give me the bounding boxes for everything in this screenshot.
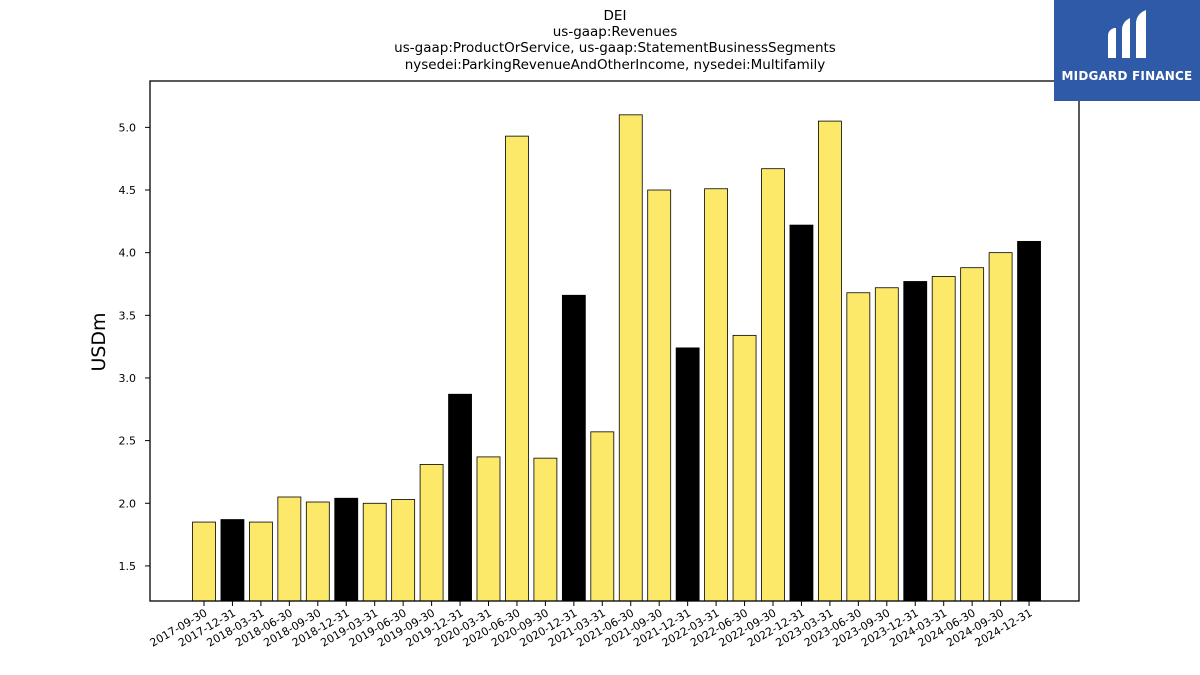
chart-title-line-3: us-gaap:ProductOrService, us-gaap:Statem… — [394, 40, 836, 56]
y-tick-label: 1.5 — [119, 560, 137, 573]
midgard-logo-icon — [1108, 10, 1146, 58]
bar-2020-12-31 — [561, 294, 586, 602]
bar-2024-09-30 — [988, 252, 1013, 602]
bar-2020-03-31 — [476, 456, 501, 602]
bar-2017-12-31 — [220, 519, 245, 602]
bar-2022-12-31 — [789, 224, 814, 602]
bar-2023-09-30 — [874, 287, 899, 602]
bars-group — [192, 114, 1041, 602]
bar-2024-06-30 — [960, 267, 985, 602]
y-axis-label: USDm — [88, 312, 110, 371]
midgard-finance-logo: MIDGARD FINANCE — [1054, 0, 1200, 101]
bar-2021-12-31 — [675, 347, 700, 602]
y-tick-label: 3.5 — [119, 309, 137, 322]
bar-2023-03-31 — [818, 120, 842, 602]
bar-2023-12-31 — [903, 281, 928, 602]
y-tick-label: 5.0 — [119, 121, 137, 134]
bar-2018-12-31 — [334, 497, 359, 602]
x-axis-ticks: 2017-09-302017-12-312018-03-312018-06-30… — [148, 601, 1035, 650]
y-tick-label: 2.5 — [119, 435, 137, 448]
y-tick-label: 2.0 — [119, 497, 137, 510]
bar-2018-03-31 — [248, 521, 273, 602]
y-tick-label: 4.0 — [119, 247, 137, 260]
bar-2019-12-31 — [448, 393, 472, 602]
bar-2019-03-31 — [362, 502, 387, 602]
bar-2020-09-30 — [533, 457, 558, 602]
plot-frame — [149, 80, 1080, 602]
bar-2024-12-31 — [1017, 240, 1041, 602]
bar-2017-09-30 — [192, 521, 216, 602]
bar-2021-06-30 — [618, 114, 643, 602]
bar-2022-03-31 — [704, 188, 728, 602]
bar-2019-06-30 — [391, 499, 416, 602]
bar-2018-06-30 — [277, 496, 302, 602]
bar-2018-09-30 — [305, 501, 330, 602]
bar-2021-09-30 — [647, 189, 672, 602]
chart-title-line-2: us-gaap:Revenues — [553, 24, 678, 40]
y-axis-ticks: 1.5 2.0 2.5 3.0 3.5 4.0 4.5 5.0 — [119, 121, 150, 573]
bar-2020-06-30 — [505, 135, 529, 602]
chart-title-line-4: nysedei:ParkingRevenueAndOtherIncome, ny… — [405, 57, 826, 73]
y-tick-label: 4.5 — [119, 184, 137, 197]
bar-2019-09-30 — [419, 464, 444, 602]
logo-text: MIDGARD FINANCE — [1061, 69, 1193, 83]
chart-title: DEI us-gaap:Revenues us-gaap:ProductOrSe… — [394, 8, 836, 73]
bar-2023-06-30 — [846, 292, 871, 602]
y-tick-label: 3.0 — [119, 372, 137, 385]
bar-2022-09-30 — [761, 168, 785, 602]
chart-title-line-1: DEI — [604, 8, 627, 24]
bar-2024-03-31 — [931, 276, 956, 602]
bar-2022-06-30 — [732, 334, 757, 602]
bar-2021-03-31 — [590, 431, 615, 602]
